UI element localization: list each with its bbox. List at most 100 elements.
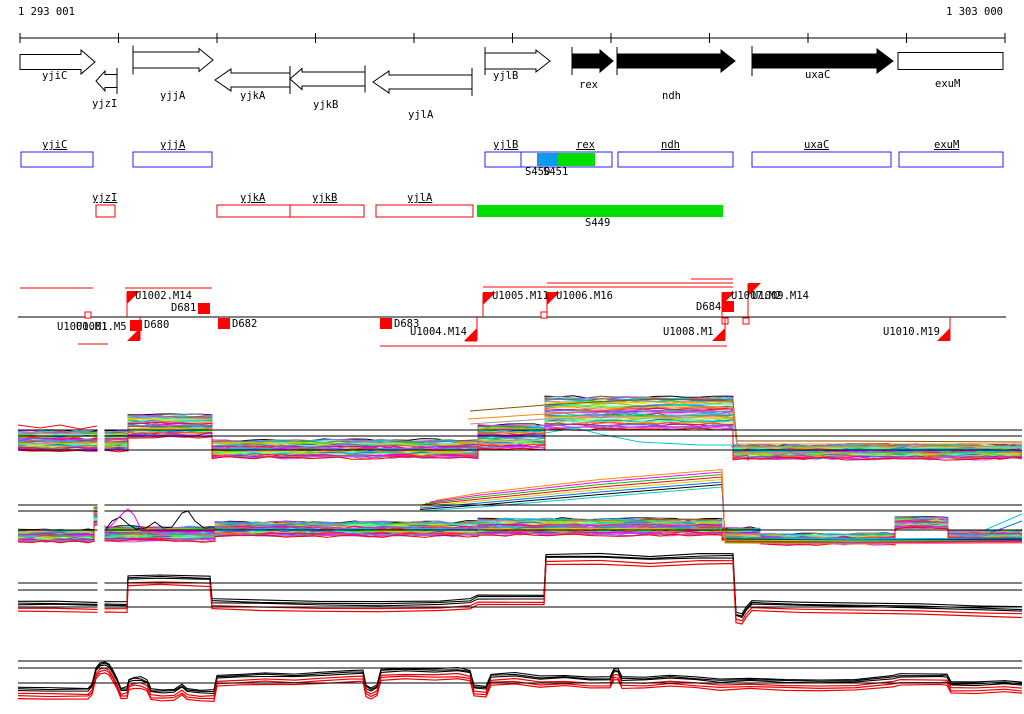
probe-up-flag[interactable] [547,292,560,305]
gene-label-yjiC: yjiC [42,70,68,82]
segment-label[interactable]: yjlA [407,192,433,204]
probe-open-square[interactable] [84,311,92,319]
probe-down-flag[interactable] [937,328,950,341]
s-segment-label: S450 [525,166,551,178]
gene-label-yjzI: yjzI [92,98,118,110]
expression-outlier-trace-p2 [434,468,1023,545]
gene-label-exuM: exuM [935,78,961,90]
unit-label[interactable]: rex [576,139,595,151]
unit-label[interactable]: uxaC [804,139,830,151]
probe-label: D682 [232,318,258,330]
segment-label[interactable]: yjkB [312,192,338,204]
gene-label-rex: rex [579,79,598,91]
expression-trace-p1 [17,421,1023,459]
gene-label-ndh: ndh [662,90,681,102]
probe-label: D683 [394,318,420,330]
unit-label[interactable]: ndh [661,139,680,151]
unit-expression-segment [558,153,595,166]
probe-label: U1005.M11 [492,290,549,302]
expression-outlier-trace-p1 [469,413,1023,448]
missing-data-gap [97,388,105,647]
expression-trace-p4 [17,664,1023,694]
probe-open-square[interactable] [742,317,750,325]
probe-label: U1004.M14 [410,326,467,338]
gene-arrow-yjjA[interactable] [132,47,214,73]
gene-arrow-yjkB[interactable] [289,67,366,91]
unit-box[interactable] [898,151,1004,168]
probe-down-flag[interactable] [464,328,477,341]
view-end-coordinate: 1 303 000 [946,6,1003,18]
segment-box[interactable] [95,204,116,218]
unit-box[interactable] [751,151,892,168]
gene-label-yjlB: yjlB [493,70,519,82]
expression-trace-p4 [17,667,1023,697]
gene-arrow-yjlB[interactable] [484,48,551,74]
s449-label: S449 [585,217,611,229]
unit-expression-segment [537,153,558,166]
unit-box[interactable] [20,151,94,168]
expression-trace-p1 [17,425,1023,460]
probe-up-flag[interactable] [722,292,735,305]
probe-square[interactable] [198,303,210,314]
unit-box[interactable] [617,151,734,168]
gene-arrow-ndh[interactable] [616,48,736,74]
probe-label: U1002.M14 [135,290,192,302]
unit-label[interactable]: exuM [934,139,960,151]
probe-square[interactable] [130,320,142,331]
probe-up-flag[interactable] [127,291,140,304]
probe-down-flag[interactable] [127,328,140,341]
gene-arrow-uxaC[interactable] [751,48,894,74]
gene-arrow-exuM[interactable] [897,52,1004,70]
unit-label[interactable]: yjiC [42,139,68,151]
probe-label: U1006.M16 [556,290,613,302]
gene-label-yjkB: yjkB [313,99,339,111]
segment-label[interactable]: yjzI [92,192,118,204]
gene-arrow-yjzI[interactable] [95,69,118,93]
expression-outlier-trace-p1 [469,398,1023,443]
probe-up-flag[interactable] [483,292,496,305]
probe-square[interactable] [380,318,392,329]
segment-box[interactable] [289,204,365,218]
expression-outlier-trace-p2 [105,508,215,532]
segment-box[interactable] [375,204,474,218]
probe-up-flag[interactable] [748,283,761,296]
probe-down-flag[interactable] [712,328,725,341]
probe-label: U1000.M1 [57,321,108,333]
unit-label[interactable]: yjjA [160,139,186,151]
segment-box[interactable] [216,204,291,218]
expression-trace-p3 [17,559,1023,622]
probe-square[interactable] [218,318,230,329]
view-start-coordinate: 1 293 001 [18,6,75,18]
segment-label[interactable]: yjkA [240,192,266,204]
gene-label-yjjA: yjjA [160,90,186,102]
gene-label-uxaC: uxaC [805,69,831,81]
gene-arrow-rex[interactable] [571,48,614,74]
gene-arrow-yjiC[interactable] [19,48,96,76]
expression-outlier-trace-p1 [467,406,1022,445]
gene-label-yjlA: yjlA [408,109,434,121]
probe-label: D681 [171,302,197,314]
probe-label: D680 [144,319,170,331]
s-segment-label: S451 [543,166,569,178]
gene-arrow-yjlA[interactable] [372,70,473,94]
expression-trace-p3 [17,556,1023,619]
s449-segment-box[interactable] [477,205,723,217]
probe-label: U1001.M5 [76,321,127,333]
gene-arrow-yjkA[interactable] [214,68,291,92]
expression-trace-p1 [17,409,1023,453]
expression-outlier-trace-p2 [105,510,215,530]
unit-box[interactable] [132,151,213,168]
expression-outlier-trace-p1 [17,424,98,430]
unit-label[interactable]: yjlB [493,139,519,151]
probe-label: U1008.M1 [663,326,714,338]
probe-label: U1009.M14 [752,290,809,302]
probe-label: U1007.M2 [731,290,782,302]
probe-square[interactable] [722,301,734,312]
probe-label: D684 [696,301,722,313]
expression-outlier-trace-p2 [989,520,1023,534]
expression-outlier-trace-p2 [984,513,1023,531]
expression-trace-p3 [17,562,1023,625]
probe-open-square[interactable] [540,311,548,319]
